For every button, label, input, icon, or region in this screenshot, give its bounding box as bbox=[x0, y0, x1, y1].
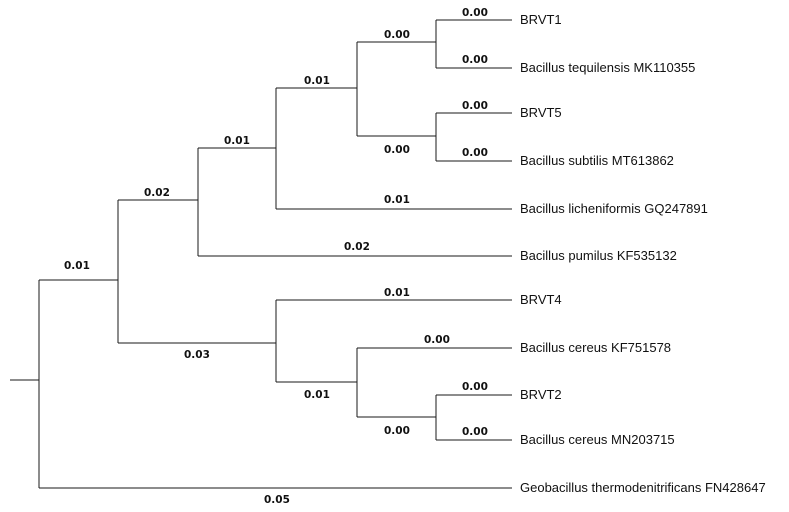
taxon-brvt4: BRVT4 bbox=[520, 292, 562, 307]
taxon-brvt5: BRVT5 bbox=[520, 105, 562, 120]
blen-b-cereus-kf: 0.00 bbox=[424, 334, 450, 346]
taxon-brvt2: BRVT2 bbox=[520, 387, 562, 402]
blen-b-tequilensis: 0.00 bbox=[462, 54, 488, 66]
blen-brvt5: 0.00 bbox=[462, 100, 488, 112]
blen-geobacillus: 0.05 bbox=[264, 494, 290, 506]
taxon-b-subtilis: Bacillus subtilis MT613862 bbox=[520, 153, 674, 168]
taxon-b-cereus-mn: Bacillus cereus MN203715 bbox=[520, 432, 675, 447]
taxon-b-pumilus: Bacillus pumilus KF535132 bbox=[520, 248, 677, 263]
blen-clade-t2-mn: 0.00 bbox=[384, 425, 410, 437]
blen-b-licheniformis: 0.01 bbox=[384, 194, 410, 206]
blen-brvt1: 0.00 bbox=[462, 7, 488, 19]
taxon-brvt1: BRVT1 bbox=[520, 12, 562, 27]
blen-b-cereus-mn: 0.00 bbox=[462, 426, 488, 438]
blen-brvt2: 0.00 bbox=[462, 381, 488, 393]
blen-b-pumilus: 0.02 bbox=[344, 241, 370, 253]
blen-clade-t5-sub: 0.00 bbox=[384, 144, 410, 156]
blen-clade-cereus-inner: 0.01 bbox=[304, 389, 330, 401]
taxon-b-licheniformis: Bacillus licheniformis GQ247891 bbox=[520, 201, 708, 216]
blen-clade-t1-teq: 0.00 bbox=[384, 29, 410, 41]
blen-clade-subtilis-lich: 0.01 bbox=[224, 135, 250, 147]
blen-brvt4: 0.01 bbox=[384, 287, 410, 299]
blen-clade-bacillus: 0.01 bbox=[64, 260, 90, 272]
taxon-geobacillus: Geobacillus thermodenitrificans FN428647 bbox=[520, 480, 766, 495]
blen-b-subtilis: 0.00 bbox=[462, 147, 488, 159]
taxon-b-tequilensis: Bacillus tequilensis MK110355 bbox=[520, 60, 695, 75]
blen-clade-pumilus-group: 0.02 bbox=[144, 187, 170, 199]
blen-clade-subtilis-group: 0.01 bbox=[304, 75, 330, 87]
taxon-b-cereus-kf: Bacillus cereus KF751578 bbox=[520, 340, 671, 355]
blen-clade-cereus-group: 0.03 bbox=[184, 349, 210, 361]
